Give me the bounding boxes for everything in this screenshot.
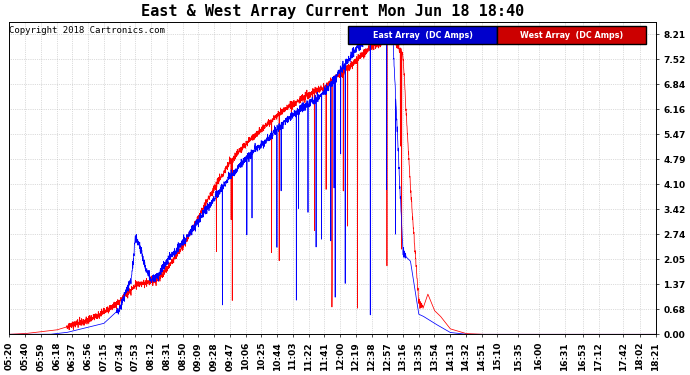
FancyBboxPatch shape bbox=[348, 26, 497, 44]
Title: East & West Array Current Mon Jun 18 18:40: East & West Array Current Mon Jun 18 18:… bbox=[141, 4, 524, 19]
Text: Copyright 2018 Cartronics.com: Copyright 2018 Cartronics.com bbox=[9, 26, 165, 35]
FancyBboxPatch shape bbox=[497, 26, 646, 44]
Text: West Array  (DC Amps): West Array (DC Amps) bbox=[520, 31, 623, 40]
Text: East Array  (DC Amps): East Array (DC Amps) bbox=[373, 31, 473, 40]
